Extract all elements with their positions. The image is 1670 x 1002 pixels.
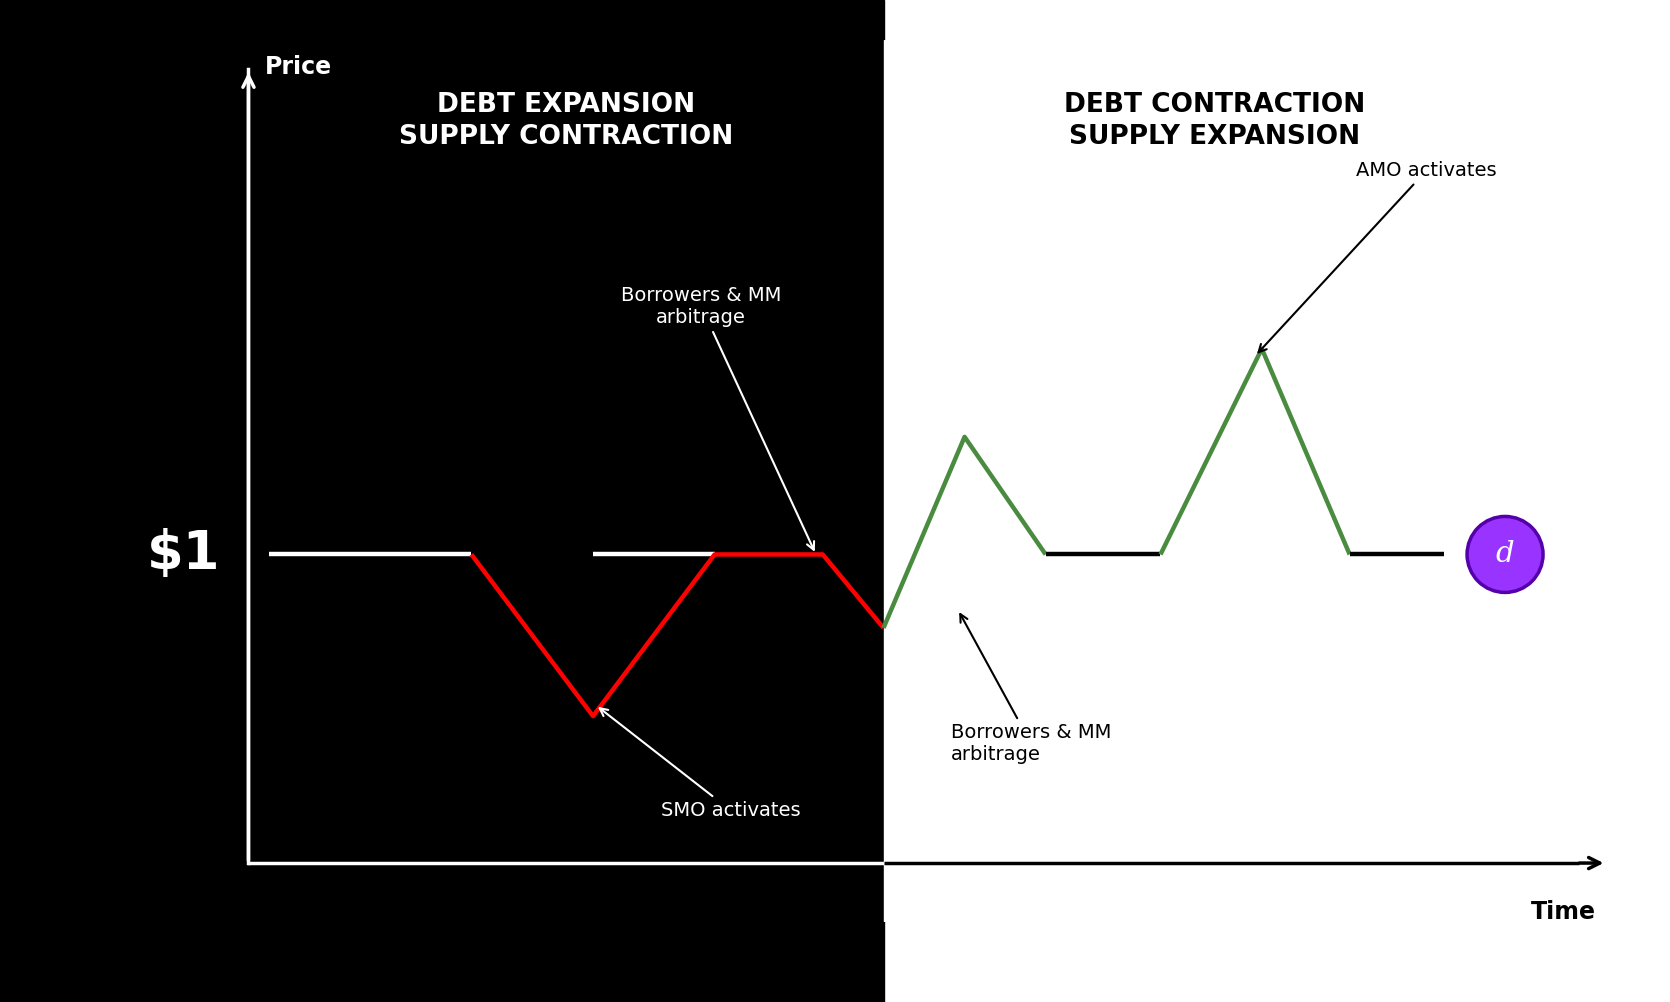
Ellipse shape	[1466, 516, 1543, 592]
Bar	[883, 40, 1620, 922]
Text: Borrowers & MM
arbitrage: Borrowers & MM arbitrage	[621, 286, 813, 550]
Text: DEBT EXPANSION
SUPPLY CONTRACTION: DEBT EXPANSION SUPPLY CONTRACTION	[399, 91, 733, 149]
Text: Time: Time	[1531, 900, 1595, 924]
Text: $1: $1	[147, 528, 220, 580]
Text: AMO activates: AMO activates	[1259, 160, 1496, 353]
Text: SMO activates: SMO activates	[600, 708, 800, 820]
Text: Price: Price	[264, 55, 332, 79]
Bar	[134, 40, 883, 922]
Text: Borrowers & MM
arbitrage: Borrowers & MM arbitrage	[952, 614, 1112, 765]
Text: DEBT CONTRACTION
SUPPLY EXPANSION: DEBT CONTRACTION SUPPLY EXPANSION	[1064, 91, 1364, 149]
Text: d: d	[1496, 540, 1515, 568]
